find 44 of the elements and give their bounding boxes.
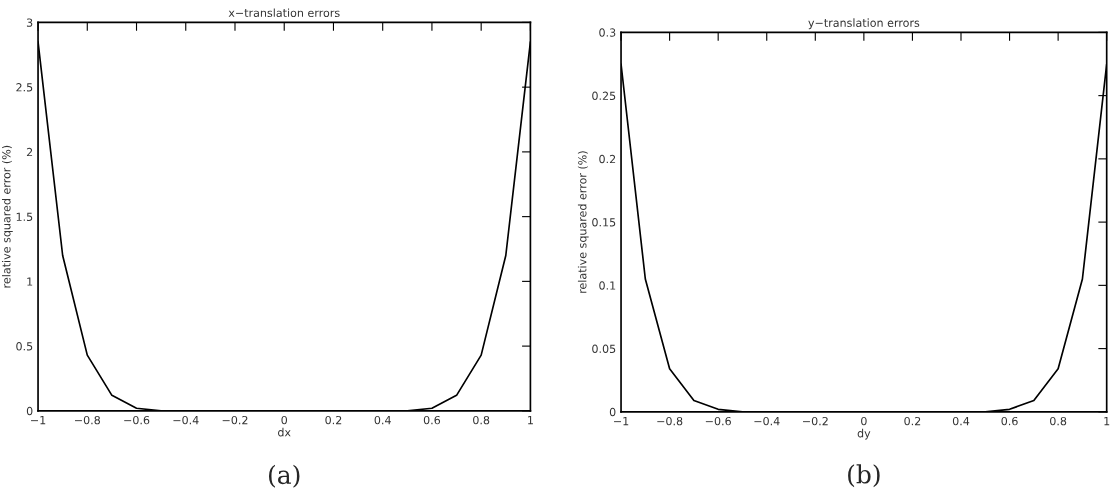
y-tick-label: 3: [26, 18, 33, 27]
x-tick-label: 0.6: [423, 415, 441, 425]
y-tick-label: 0: [26, 406, 33, 416]
x-tick-label: 0: [861, 416, 867, 426]
x-tick-label: −0.6: [705, 416, 731, 426]
x-tick-label: 0.2: [904, 416, 921, 426]
x-tick-label: 0.8: [1050, 416, 1067, 426]
y-tick-label: 0: [609, 407, 616, 417]
x-tick-label: −0.4: [173, 415, 199, 425]
x-tick-label: 0.2: [325, 415, 342, 425]
x-tick-label: 1: [528, 416, 533, 425]
y-tick-label: 0.2: [599, 154, 616, 164]
y-tick-label: 1.5: [16, 212, 33, 222]
x-tick-label: 0.6: [1001, 416, 1018, 426]
y-tick-label: 0.5: [16, 342, 33, 351]
x-tick-label: −0.4: [754, 416, 780, 426]
chart-title: y−translation errors: [808, 18, 920, 30]
x-tick-label: −1: [31, 416, 46, 425]
x-axis-title: dx: [278, 427, 291, 437]
y-tick-label: 0.1: [599, 281, 616, 290]
y-axis-title: relative squared error (%): [1, 145, 13, 288]
x-tick-label: 0: [281, 415, 288, 425]
y-tick-label: 2: [26, 147, 33, 157]
y-tick-label: 0.15: [592, 218, 616, 227]
chart-title: x−translation errors: [228, 8, 340, 18]
y-tick-label: 0.25: [592, 91, 616, 100]
text: (a): [269, 464, 300, 488]
y-axis-title: relative squared error (%): [577, 151, 589, 293]
x-tick-label: −0.8: [74, 415, 101, 425]
y-tick-label: 0.05: [592, 344, 616, 353]
x-tick-label: 1: [1104, 417, 1110, 426]
x-axis-title: dy: [857, 428, 871, 440]
y-tick-label: 0.3: [599, 28, 616, 37]
x-tick-label: −0.2: [802, 416, 828, 426]
x-tick-label: −0.6: [124, 415, 150, 425]
x-tick-label: 0.4: [952, 416, 970, 426]
x-tick-label: −0.8: [657, 416, 683, 426]
text: (b): [848, 464, 880, 488]
x-tick-label: −0.2: [222, 415, 248, 425]
x-tick-label: 0.8: [473, 415, 490, 425]
y-tick-label: 2.5: [16, 83, 33, 92]
x-tick-label: 0.4: [374, 415, 391, 425]
y-tick-label: 1: [27, 277, 33, 286]
x-tick-label: −1: [614, 417, 629, 426]
